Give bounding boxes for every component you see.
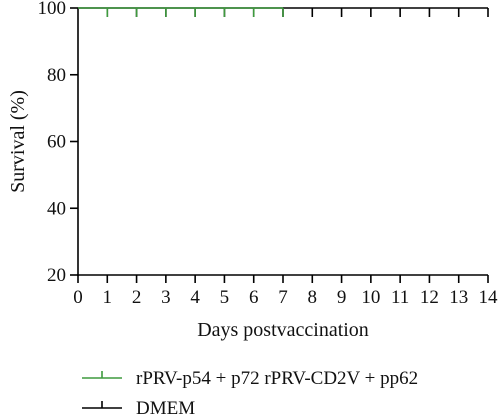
y-axis-title: Survival (%)	[7, 90, 29, 193]
x-tick-label-7: 7	[278, 287, 288, 308]
x-tick-label-0: 0	[73, 287, 83, 308]
x-tick-label-4: 4	[190, 287, 200, 308]
y-tick-label-20: 20	[47, 265, 66, 286]
x-tick-label-14: 14	[479, 287, 499, 308]
x-tick-label-6: 6	[249, 287, 259, 308]
y-ticks: 20 40 60 80 100	[38, 0, 78, 286]
y-tick-label-80: 80	[47, 65, 66, 86]
x-axis-title: Days postvaccination	[197, 319, 369, 341]
x-tick-label-3: 3	[161, 287, 171, 308]
legend: rPRV-p54 + p72 rPRV-CD2V + pp62 DMEM	[82, 368, 418, 419]
x-tick-label-13: 13	[449, 287, 468, 308]
x-ticks: 0 1 2 3 4 5 6 7 8 9 10 11 12 13 14	[73, 275, 498, 308]
y-tick-label-100: 100	[38, 0, 67, 19]
series-layer	[78, 7, 489, 17]
x-tick-label-8: 8	[308, 287, 318, 308]
y-tick-label-60: 60	[47, 132, 66, 153]
x-tick-label-5: 5	[220, 287, 230, 308]
x-tick-label-1: 1	[103, 287, 113, 308]
x-tick-label-12: 12	[420, 287, 439, 308]
x-tick-label-11: 11	[391, 287, 409, 308]
x-tick-label-9: 9	[337, 287, 347, 308]
x-tick-label-2: 2	[132, 287, 142, 308]
y-tick-label-40: 40	[47, 198, 66, 219]
legend-label-0: rPRV-p54 + p72 rPRV-CD2V + pp62	[136, 368, 418, 389]
legend-label-1: DMEM	[136, 398, 195, 419]
axes	[77, 8, 488, 276]
x-tick-label-10: 10	[361, 287, 380, 308]
